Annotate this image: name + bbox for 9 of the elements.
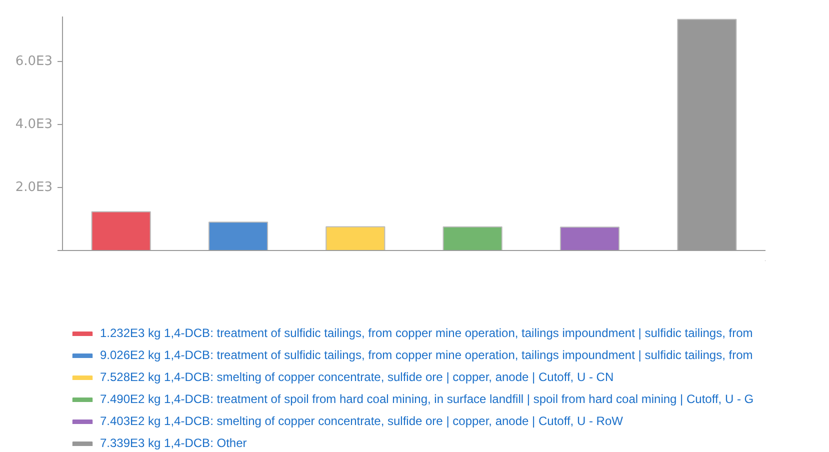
y-tick-label: 4.0E3 xyxy=(15,117,53,132)
legend-label: 9.026E2 kg 1,4-DCB: treatment of sulfidic tailings, from copper mine operation, tailings impoundment | sulfidic tailings, from xyxy=(100,348,753,362)
y-tick-label: 2.0E3 xyxy=(15,180,53,196)
y-tick-label: 6.0E3 xyxy=(15,54,53,70)
legend-label: 7.490E2 kg 1,4-DCB: treatment of spoil from hard coal mining, in surface landfill | spoil from hard coal mining | Cutoff, U - G xyxy=(100,392,754,406)
legend-label: 1.232E3 kg 1,4-DCB: treatment of sulfidic tailings, from copper mine operation, tailings impoundment | sulfidic tailings, from xyxy=(100,326,753,340)
legend-label: 7.339E3 kg 1,4-DCB: Other xyxy=(100,436,247,450)
legend-label: 7.403E2 kg 1,4-DCB: smelting of copper concentrate, sulfide ore | copper, anode | Cutoff, U - RoW xyxy=(100,414,623,428)
legend-label: 7.528E2 kg 1,4-DCB: smelting of copper concentrate, sulfide ore | copper, anode | Cutoff, U - CN xyxy=(100,370,614,384)
